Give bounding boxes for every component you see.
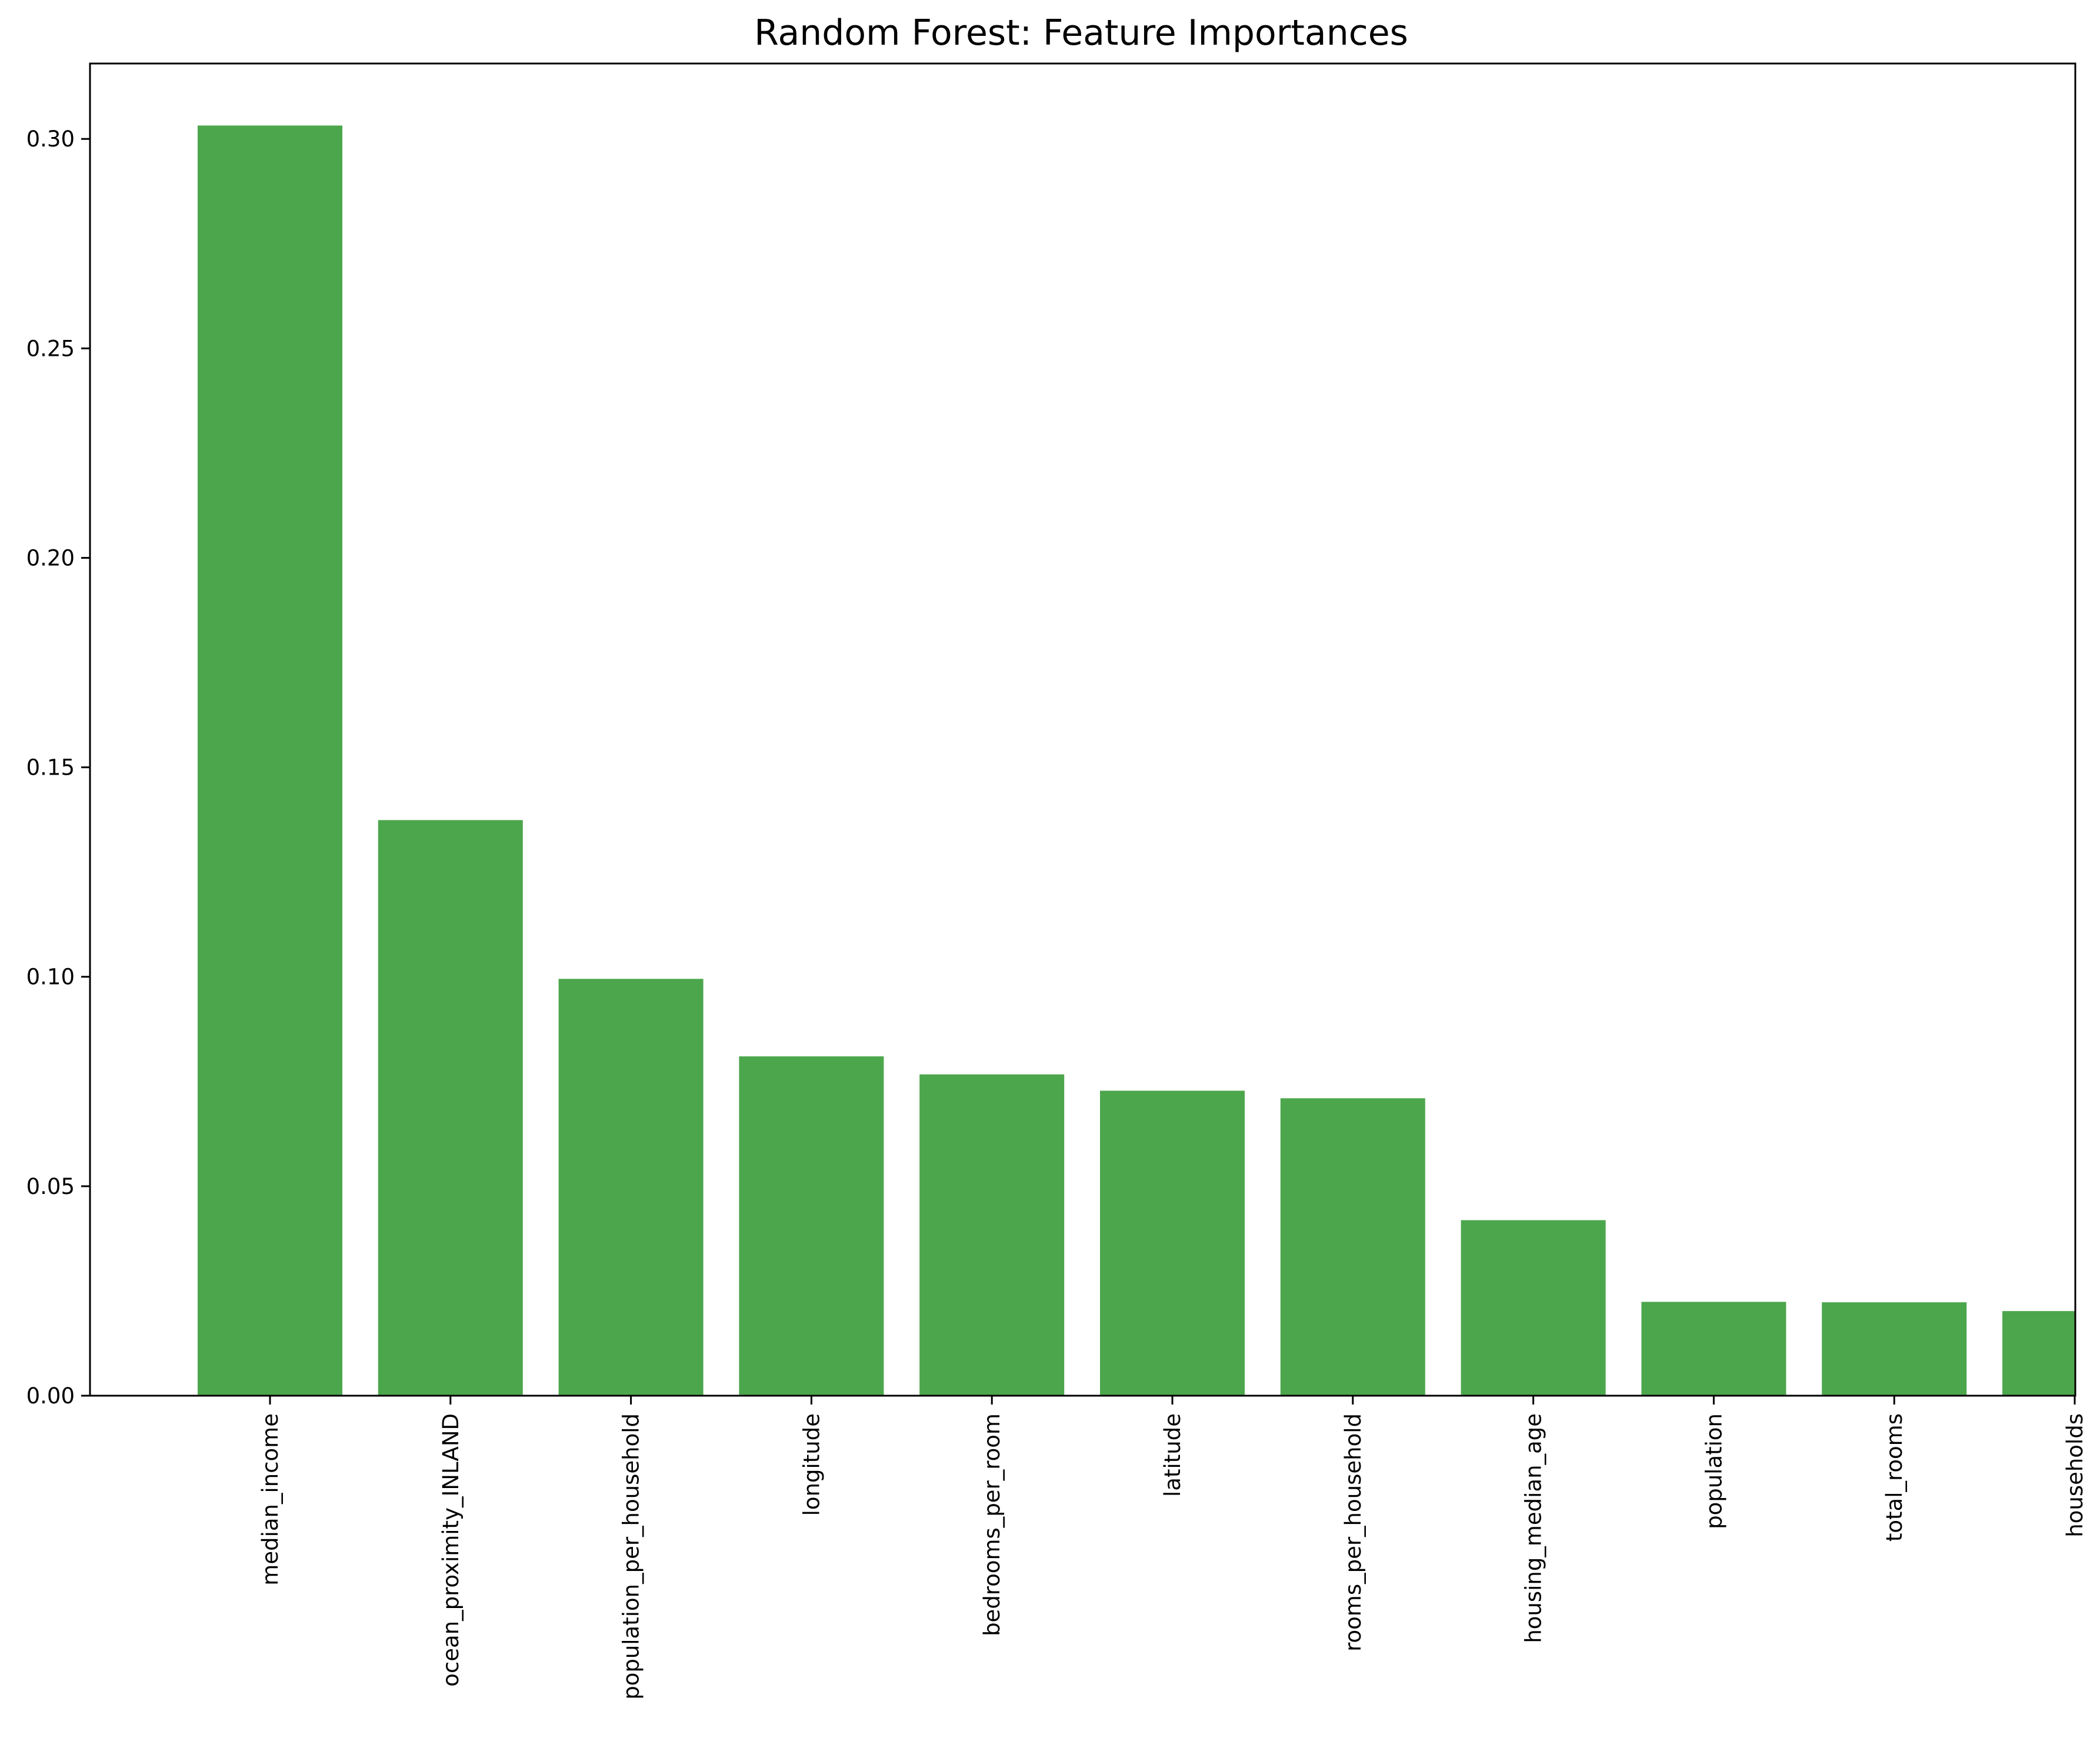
x-tick-label-ocean-proximity-inland: ocean_proximity_INLAND: [438, 1413, 464, 1687]
bar-longitude: [739, 1056, 884, 1396]
bar-latitude: [1100, 1090, 1245, 1396]
y-tick-label: 0.00: [26, 1383, 75, 1409]
bar-population: [1641, 1302, 1786, 1396]
x-tick-label-total-rooms: total_rooms: [1882, 1413, 1907, 1542]
y-tick-label: 0.15: [26, 755, 75, 780]
x-tick-label-bedrooms-per-room: bedrooms_per_room: [979, 1413, 1005, 1636]
x-tick-label-population: population: [1701, 1413, 1726, 1529]
y-tick-label: 0.05: [26, 1174, 75, 1199]
bar-households: [2002, 1311, 2075, 1396]
bar-population-per-household: [558, 979, 704, 1396]
chart-title: Random Forest: Feature Importances: [754, 12, 1408, 54]
bar-total-rooms: [1822, 1302, 1967, 1396]
x-axis: median_income ocean_proximity_INLAND popul…: [258, 1396, 2088, 1700]
y-axis: 0.00 0.05 0.10 0.15 0.20 0.25 0.30: [26, 126, 90, 1409]
y-tick-label: 0.20: [26, 545, 75, 571]
x-tick-label-median-income: median_income: [258, 1413, 283, 1586]
bar-bedrooms-per-room: [919, 1074, 1065, 1396]
x-tick-label-latitude: latitude: [1160, 1413, 1185, 1497]
bar-ocean-proximity-inland: [378, 820, 523, 1396]
y-tick-label: 0.25: [26, 336, 75, 361]
bar-rooms-per-household: [1280, 1098, 1425, 1396]
bar-housing-median-age: [1461, 1220, 1606, 1396]
x-tick-label-households: households: [2062, 1413, 2088, 1537]
x-tick-label-population-per-household: population_per_household: [619, 1413, 644, 1700]
bars-group: [198, 125, 2075, 1396]
plot-frame: [89, 62, 2076, 1397]
x-tick-label-longitude: longitude: [799, 1413, 824, 1516]
bar-median-income: [198, 125, 342, 1396]
y-tick-label: 0.10: [26, 965, 75, 990]
y-tick-label: 0.30: [26, 126, 75, 152]
x-tick-label-housing-median-age: housing_median_age: [1521, 1413, 1546, 1643]
x-tick-label-rooms-per-household: rooms_per_household: [1341, 1413, 1366, 1652]
